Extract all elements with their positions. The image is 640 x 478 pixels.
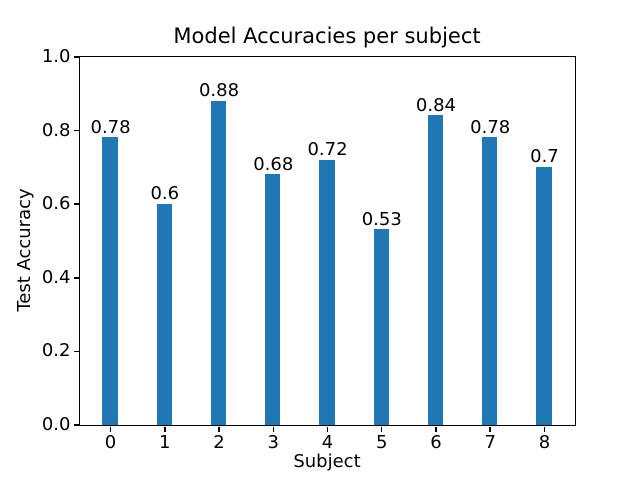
x-tick-label: 4 <box>321 431 334 453</box>
bar <box>427 115 444 425</box>
bar-value-label: 0.7 <box>530 146 559 168</box>
bar <box>319 159 335 425</box>
bar-value-label: 0.78 <box>90 116 131 138</box>
x-tick-label: 7 <box>484 431 496 453</box>
x-tick-label: 6 <box>430 431 442 453</box>
x-tick <box>272 426 274 432</box>
x-tick-label: 8 <box>538 431 551 453</box>
bar-value-label: 0.68 <box>253 153 294 175</box>
x-tick-label: 1 <box>159 431 171 453</box>
bar-value-label: 0.72 <box>307 139 348 161</box>
y-tick <box>73 203 79 205</box>
bar <box>536 166 552 425</box>
bar <box>265 174 281 425</box>
x-tick <box>435 426 437 432</box>
bar <box>156 203 172 425</box>
chart-title: Model Accuracies per subject <box>173 24 481 48</box>
x-tick <box>164 426 166 432</box>
y-tick-label: 0.8 <box>41 119 71 141</box>
x-tick <box>326 426 329 432</box>
y-tick-label: 0.0 <box>41 414 71 435</box>
bar-value-label: 0.6 <box>150 183 180 205</box>
x-tick <box>489 426 491 432</box>
y-tick-label: 0.4 <box>41 266 71 288</box>
y-tick <box>73 350 79 353</box>
y-tick-label: 0.6 <box>41 193 71 215</box>
y-tick <box>73 129 79 132</box>
y-tick-label: 1.0 <box>41 46 71 67</box>
bar <box>373 229 389 425</box>
x-tick <box>109 426 112 432</box>
x-tick-label: 2 <box>213 431 225 453</box>
bar-value-label: 0.53 <box>361 208 402 230</box>
y-tick <box>73 277 79 279</box>
bar <box>482 137 498 425</box>
x-tick-label: 0 <box>104 431 117 453</box>
x-tick-label: 5 <box>376 431 388 453</box>
x-tick <box>543 426 546 432</box>
x-axis-label: Subject <box>293 451 361 472</box>
x-tick <box>380 426 383 432</box>
bar-value-label: 0.88 <box>198 80 240 102</box>
plot-area <box>78 55 576 426</box>
bar <box>102 137 118 425</box>
bar <box>210 100 227 425</box>
x-tick-label: 3 <box>267 431 279 453</box>
y-tick-label: 0.2 <box>41 340 71 362</box>
y-tick <box>73 424 79 426</box>
y-tick <box>73 56 79 58</box>
x-tick <box>218 426 220 432</box>
bar-value-label: 0.84 <box>415 94 457 116</box>
bar-value-label: 0.78 <box>470 116 511 138</box>
